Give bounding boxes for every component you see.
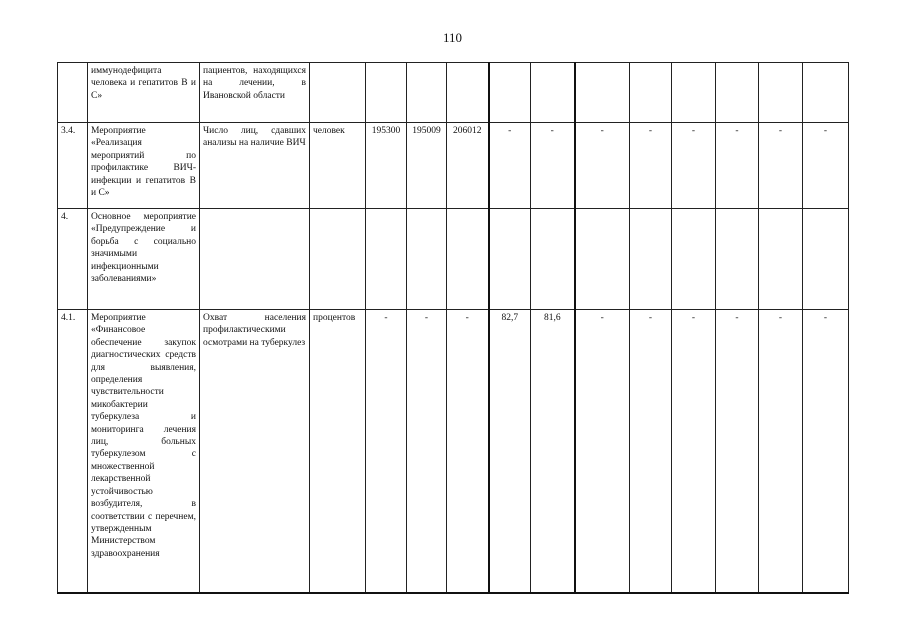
cell-value-4: [487, 208, 531, 310]
cell-value-1: -: [365, 309, 407, 594]
cell-activity-name: иммунодефицита человека и гепатитов В и …: [87, 62, 200, 123]
cell-value-4: 82,7: [487, 309, 531, 594]
table-row: 4.1. Мероприятие «Финансовое обеспечение …: [57, 309, 849, 594]
cell-value-1: [365, 62, 407, 123]
cell-value-10: [758, 208, 803, 310]
cell-row-number: 3.4.: [57, 122, 88, 209]
cell-value-6: -: [573, 122, 630, 209]
cell-value-9: -: [715, 122, 759, 209]
cell-value-9: [715, 62, 759, 123]
cell-value-5: 81,6: [530, 309, 575, 594]
cell-activity-name: Мероприятие «Реализация мероприятий по п…: [87, 122, 200, 209]
cell-value-9: -: [715, 309, 759, 594]
cell-value-2: -: [406, 309, 447, 594]
cell-value-4: [487, 62, 531, 123]
cell-value-10: -: [758, 122, 803, 209]
cell-value-7: [629, 62, 672, 123]
cell-value-6: -: [573, 309, 630, 594]
cell-value-11: -: [802, 309, 849, 594]
cell-value-6: [573, 62, 630, 123]
cell-value-8: [671, 208, 716, 310]
cell-activity-name: Основное мероприятие «Предупреждение и б…: [87, 208, 200, 310]
cell-value-10: -: [758, 309, 803, 594]
cell-row-number: [57, 62, 88, 123]
cell-value-11: [802, 62, 849, 123]
cell-value-7: [629, 208, 672, 310]
cell-row-number: 4.: [57, 208, 88, 310]
cell-value-3: 206012: [446, 122, 489, 209]
cell-value-7: -: [629, 122, 672, 209]
table-row: иммунодефицита человека и гепатитов В и …: [57, 62, 849, 123]
cell-value-10: [758, 62, 803, 123]
cell-indicator-name: пациентов, находящихся на лечении, в Ива…: [199, 62, 310, 123]
cell-value-2: 195009: [406, 122, 447, 209]
cell-value-11: -: [802, 122, 849, 209]
cell-unit: человек: [309, 122, 366, 209]
cell-value-3: -: [446, 309, 489, 594]
cell-value-5: -: [530, 122, 575, 209]
cell-value-8: [671, 62, 716, 123]
cell-unit: [309, 208, 366, 310]
cell-value-7: -: [629, 309, 672, 594]
cell-value-1: [365, 208, 407, 310]
cell-indicator-name: [199, 208, 310, 310]
cell-value-3: [446, 62, 489, 123]
table-row: 4. Основное мероприятие «Предупреждение и…: [57, 208, 849, 310]
cell-value-5: [530, 62, 575, 123]
cell-value-2: [406, 208, 447, 310]
indicators-table: иммунодефицита человека и гепатитов В и …: [57, 62, 849, 594]
cell-row-number: 4.1.: [57, 309, 88, 594]
cell-value-5: [530, 208, 575, 310]
cell-value-8: -: [671, 122, 716, 209]
cell-activity-name: Мероприятие «Финансовое обеспечение заку…: [87, 309, 200, 594]
table-row: 3.4. Мероприятие «Реализация мероприятий …: [57, 122, 849, 209]
cell-value-2: [406, 62, 447, 123]
cell-value-3: [446, 208, 489, 310]
cell-value-1: 195300: [365, 122, 407, 209]
page-number: 110: [442, 30, 463, 45]
cell-value-9: [715, 208, 759, 310]
cell-value-4: -: [487, 122, 531, 209]
cell-value-11: [802, 208, 849, 310]
cell-unit: процентов: [309, 309, 366, 594]
cell-value-8: -: [671, 309, 716, 594]
cell-value-6: [573, 208, 630, 310]
cell-indicator-name: Число лиц, сдавших анализы на наличие ВИ…: [199, 122, 310, 209]
cell-indicator-name: Охват населения профилактическими осмотр…: [199, 309, 310, 594]
cell-unit: [309, 62, 366, 123]
